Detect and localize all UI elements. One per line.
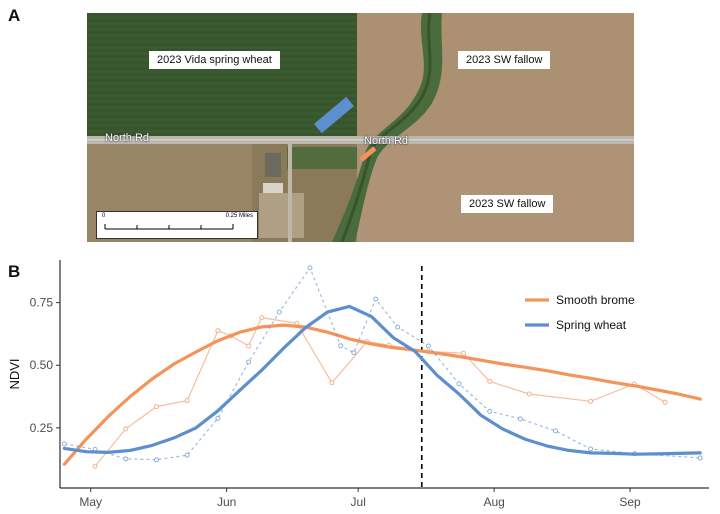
spring-wheat-raw-line (64, 266, 701, 461)
scale-bar: 0 0.25 Miles (96, 211, 258, 239)
scale-max-label: 0.25 Miles (225, 213, 253, 219)
smooth-brome-point (329, 380, 335, 386)
smooth-brome-point (246, 343, 252, 349)
spring-wheat-point (395, 324, 401, 330)
spring-wheat-point (246, 359, 252, 365)
smooth-brome-point (588, 398, 594, 404)
spring-wheat-legend-label: Spring wheat (556, 318, 627, 332)
smooth-brome-point (92, 463, 98, 469)
chart-axes: 0.25 0.50 0.75 May Jun Jul Aug Sep NDVI (7, 260, 709, 509)
y-axis-title: NDVI (7, 358, 22, 389)
y-tick-label: 0.75 (30, 296, 54, 310)
spring-wheat-point (456, 381, 462, 387)
smooth-brome-point (123, 426, 129, 432)
scale-ruler (104, 224, 234, 230)
smooth-brome-point (153, 404, 159, 410)
spring-wheat-point (351, 350, 357, 356)
smooth-brome-point (487, 379, 493, 385)
spring-wheat-point (425, 343, 431, 349)
spring-wheat-point (553, 428, 559, 434)
smooth-brome-point (215, 328, 221, 334)
chart-legend: Smooth brome Spring wheat (525, 293, 635, 332)
x-tick-label: Jun (217, 495, 236, 509)
creek-vegetation (332, 13, 443, 242)
y-tick-label: 0.25 (30, 421, 54, 435)
panel-letter-a: A (8, 6, 21, 25)
x-tick-label: Jul (351, 495, 366, 509)
spring-wheat-point (123, 456, 129, 462)
scale-zero-label: 0 (102, 213, 106, 219)
smooth-brome-point (460, 350, 466, 356)
x-tick-label: May (79, 495, 102, 509)
smooth-brome-point (184, 398, 190, 404)
farm-lane (288, 144, 292, 242)
smooth-brome-point (526, 391, 532, 397)
road-label-left: North Rd (105, 132, 150, 144)
spring-wheat-point (276, 309, 282, 315)
spring-wheat-point (487, 408, 493, 414)
spring-wheat-point (307, 265, 313, 271)
spring-wheat-point (697, 455, 703, 461)
spring-wheat-point (61, 441, 67, 447)
y-tick-label: 0.50 (30, 358, 54, 372)
spring-wheat-point (588, 446, 594, 452)
smooth-brome-smoothed-line (62, 323, 702, 466)
spring-wheat-point (517, 416, 523, 422)
wheat-sample-marker (314, 96, 354, 134)
x-tick-label: Sep (619, 495, 641, 509)
road-label-right: North Rd (364, 135, 409, 147)
spring-wheat-point (153, 457, 159, 463)
label-fallow-bottom: 2023 SW fallow (461, 195, 554, 213)
label-fallow-top: 2023 SW fallow (458, 51, 551, 69)
spring-wheat-point (215, 415, 221, 421)
spring-wheat-point (373, 296, 379, 302)
brome-sample-marker (359, 146, 377, 162)
spring-wheat-point (184, 452, 190, 458)
ndvi-chart: 0.25 0.50 0.75 May Jun Jul Aug Sep NDVI Smooth b… (7, 260, 709, 509)
label-wheat-field: 2023 Vida spring wheat (149, 51, 280, 69)
satellite-map: 2023 Vida spring wheat 2023 SW fallow 20… (87, 13, 634, 242)
spring-wheat-point (338, 343, 344, 349)
fallow-field-bottom (357, 144, 634, 242)
smooth-brome-point (259, 315, 265, 321)
chart-series (61, 265, 703, 488)
smooth-brome-point (662, 399, 668, 405)
smooth-brome-legend-label: Smooth brome (556, 293, 635, 307)
spring-wheat-smoothed-line (62, 304, 702, 456)
panel-letter-b: B (8, 262, 21, 281)
x-tick-label: Aug (483, 495, 504, 509)
